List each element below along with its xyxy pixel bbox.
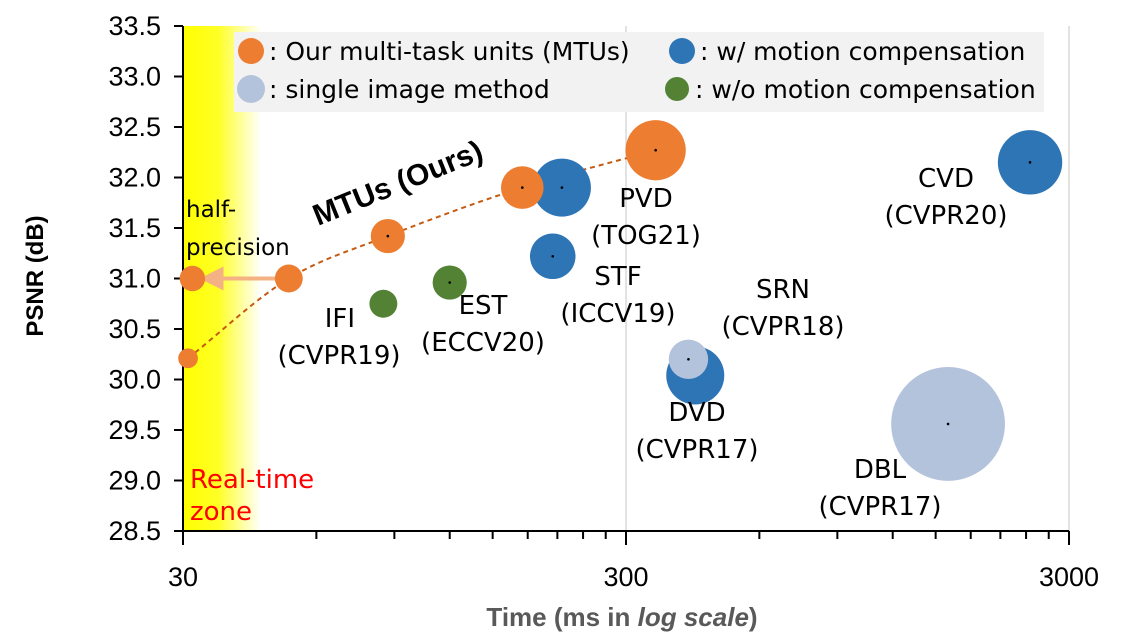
y-tick-label: 28.5 (108, 516, 161, 546)
data-point-center (687, 358, 690, 361)
point-venue-ifi: (CVPR19) (277, 341, 400, 371)
real-time-zone-label-2: zone (190, 497, 252, 527)
x-tick-label: 300 (603, 562, 648, 592)
point-label-cvd: CVD (918, 164, 974, 194)
y-tick-label: 29.0 (108, 466, 161, 496)
half-precision-label: half- (186, 197, 236, 223)
mtus-curve-label: MTUs (Ours) (308, 134, 487, 232)
legend-marker-2 (669, 38, 695, 64)
x-tick-labels: 30 300 3000 (168, 562, 1099, 592)
data-point-center (654, 148, 657, 152)
point-label-srn: SRN (756, 275, 810, 305)
point-venue-dbl: (CVPR17) (818, 492, 941, 522)
data-point-center (521, 186, 524, 189)
x-tick-label: 30 (168, 562, 198, 592)
legend-label-4: : w/o motion compensation (695, 75, 1036, 104)
y-tick-label: 31.5 (108, 213, 161, 243)
data-point-center (386, 234, 390, 238)
y-tick-labels: 28.5 29.0 29.5 30.0 30.5 31.0 31.5 32.0 32.5 33.0… (108, 11, 161, 546)
real-time-zone-label: Real-time (190, 465, 314, 495)
point-venue-srn: (CVPR18) (721, 312, 844, 342)
y-tick-label: 30.5 (108, 314, 161, 344)
point-venue-cvd: (CVPR20) (884, 201, 1007, 231)
legend: : Our multi-task units (MTUs) : w/ motion… (234, 32, 1044, 112)
point-venue-stf: (ICCV19) (560, 299, 675, 329)
point-label-stf: STF (594, 262, 641, 292)
y-axis-title: PSNR (dB) (22, 215, 49, 336)
y-tick-label: 32.0 (108, 163, 161, 193)
legend-marker-3 (237, 75, 265, 103)
point-label-pvd: PVD (619, 184, 673, 214)
point-venue-dvd: (CVPR17) (635, 435, 758, 465)
point-label-est: EST (459, 291, 508, 321)
x-axis-title: Time (ms in log scale) (486, 602, 757, 632)
half-precision-label-2: precision (186, 235, 290, 261)
data-point (369, 289, 398, 318)
point-venue-est: (ECCV20) (421, 328, 545, 358)
data-point-center (1028, 161, 1032, 164)
legend-label-2: : w/ motion compensation (700, 37, 1025, 66)
legend-marker-1 (238, 38, 264, 64)
y-tick-label: 29.5 (108, 415, 161, 445)
y-tick-label: 33.5 (108, 11, 161, 41)
x-tick-label: 3000 (1039, 562, 1099, 592)
legend-marker-4 (665, 77, 689, 101)
legend-label-1: : Our multi-task units (MTUs) (269, 37, 630, 66)
data-point (179, 265, 206, 292)
legend-label-3: : single image method (269, 75, 550, 104)
point-labels: PVD (TOG21) STF (ICCV19) DVD (CVPR17) CVD (CVPR… (277, 164, 1007, 522)
data-point-center (448, 281, 452, 284)
data-point (178, 348, 198, 369)
legend-box (234, 32, 1044, 112)
data-point-center (560, 186, 564, 189)
point-label-dvd: DVD (668, 398, 725, 428)
data-points (178, 120, 1063, 481)
y-tick-label: 33.0 (108, 62, 161, 92)
data-point-center (946, 422, 950, 426)
point-label-dbl: DBL (854, 455, 907, 485)
point-venue-pvd: (TOG21) (591, 221, 701, 251)
y-tick-label: 31.0 (108, 264, 161, 294)
y-tick-label: 30.0 (108, 365, 161, 395)
y-tick-label: 32.5 (108, 112, 161, 142)
data-point (274, 264, 303, 293)
point-label-ifi: IFI (325, 304, 355, 334)
data-point-center (551, 254, 555, 258)
